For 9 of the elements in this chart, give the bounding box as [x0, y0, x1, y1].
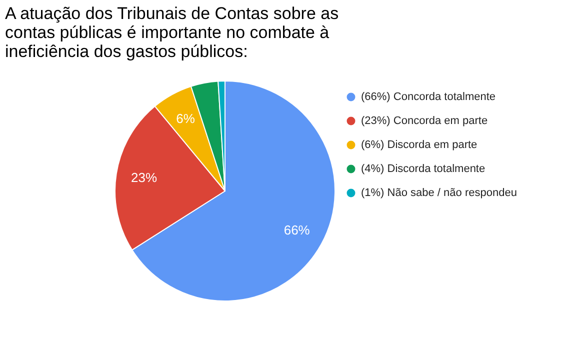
data-label: 6%: [176, 111, 196, 126]
data-label: 23%: [130, 170, 158, 186]
legend-label: (6%) Discorda em parte: [361, 139, 478, 151]
chart-title: A atuação dos Tribunais de Contas sobre as contas públicas é importante no combate à ineficiência dos gastos públicos:: [5, 4, 339, 61]
legend-label: (23%) Concorda em parte: [361, 115, 488, 127]
legend-label: (66%) Concorda totalmente: [361, 91, 496, 103]
data-label: 66%: [284, 222, 310, 238]
legend-label: (1%) Não sabe / não respondeu: [361, 187, 517, 199]
legend-label: (4%) Discorda totalmente: [361, 163, 486, 175]
